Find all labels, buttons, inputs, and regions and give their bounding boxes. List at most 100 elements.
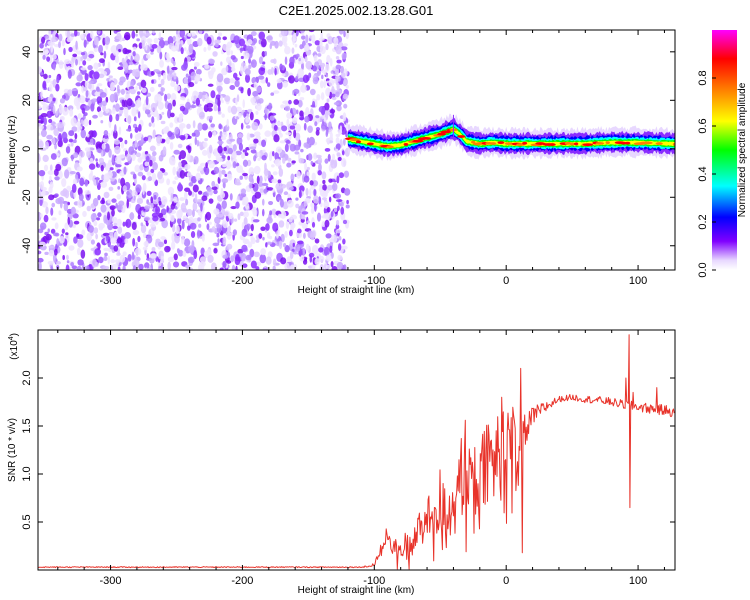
noise-speck: [269, 210, 273, 216]
ridge-peak: [349, 138, 360, 142]
noise-speck: [167, 35, 174, 46]
noise-speck: [335, 229, 342, 234]
noise-speck: [77, 259, 84, 266]
noise-speck: [215, 94, 221, 100]
noise-speck: [217, 140, 224, 145]
noise-speck: [40, 112, 48, 118]
noise-speck: [172, 35, 177, 42]
noise-speck: [48, 30, 52, 37]
noise-speck: [79, 155, 82, 165]
noise-speck: [295, 203, 300, 209]
noise-speck: [51, 36, 59, 43]
noise-speck: [161, 111, 165, 115]
noise-speck: [222, 260, 227, 268]
noise-speck: [115, 164, 122, 168]
noise-speck: [171, 66, 178, 71]
noise-speck: [206, 36, 212, 45]
noise-speck: [90, 203, 95, 209]
noise-speck: [231, 67, 236, 72]
noise-speck: [112, 225, 118, 230]
noise-speck: [289, 56, 295, 65]
noise-speck: [308, 30, 315, 33]
noise-speck: [179, 122, 186, 129]
noise-speck: [184, 47, 187, 52]
noise-speck: [194, 91, 200, 96]
noise-speck: [51, 202, 56, 208]
noise-speck: [172, 166, 176, 176]
noise-speck: [151, 246, 156, 252]
noise-speck: [166, 205, 169, 213]
noise-speck: [169, 142, 174, 150]
noise-speck: [261, 61, 266, 65]
noise-speck: [129, 88, 136, 95]
noise-speck: [201, 235, 205, 242]
top-y-ticks: -40 -20 0 20 40: [21, 46, 675, 254]
noise-speck: [258, 233, 263, 239]
noise-speck: [246, 159, 252, 167]
noise-speck: [213, 189, 218, 195]
noise-speck: [94, 36, 98, 46]
noise-speck: [159, 59, 164, 68]
noise-speck: [252, 90, 259, 97]
noise-speck: [93, 227, 99, 234]
noise-speck: [240, 122, 244, 130]
noise-speck: [274, 40, 279, 49]
noise-speck: [170, 112, 175, 118]
noise-speck: [152, 30, 156, 34]
noise-speck: [55, 260, 61, 265]
noise-speck: [42, 154, 49, 163]
noise-speck: [58, 210, 62, 216]
noise-speck: [88, 163, 96, 170]
noise-speck: [122, 185, 127, 192]
noise-speck: [304, 257, 308, 262]
noise-speck: [118, 200, 125, 207]
y-tick-label: 2.0: [21, 370, 33, 385]
noise-speck: [250, 59, 257, 68]
noise-speck: [121, 99, 125, 108]
noise-speck: [151, 43, 158, 49]
noise-speck: [102, 137, 109, 143]
noise-speck: [288, 99, 292, 105]
noise-speck: [324, 63, 330, 72]
noise-speck: [342, 112, 347, 122]
noise-speck: [220, 187, 224, 195]
noise-speck: [314, 40, 321, 46]
noise-speck: [239, 175, 244, 180]
noise-speck: [63, 47, 66, 56]
noise-speck: [247, 108, 253, 113]
noise-speck: [180, 202, 187, 212]
noise-speck: [319, 263, 324, 270]
noise-speck: [226, 260, 232, 264]
noise-speck: [151, 79, 154, 84]
noise-speck: [128, 61, 134, 66]
noise-speck: [104, 36, 111, 46]
noise-speck: [140, 222, 144, 227]
noise-speck: [174, 85, 181, 92]
noise-speck: [314, 258, 320, 265]
noise-speck: [134, 164, 141, 173]
noise-speck: [335, 193, 342, 199]
noise-speck: [282, 100, 289, 105]
noise-speck: [134, 139, 138, 148]
noise-speck: [323, 246, 330, 257]
noise-speck: [227, 155, 231, 161]
noise-speck: [294, 43, 298, 48]
noise-speck: [132, 173, 137, 180]
noise-speck: [306, 171, 310, 177]
ridge-peak: [504, 142, 514, 146]
noise-speck: [61, 178, 67, 188]
noise-speck: [149, 145, 156, 152]
noise-speck: [50, 153, 57, 160]
noise-speck: [97, 83, 103, 87]
noise-speck: [45, 35, 49, 39]
colorbar-tick-label: 0.8: [697, 70, 709, 85]
noise-speck: [335, 76, 339, 86]
noise-speck: [185, 145, 191, 150]
noise-speck: [296, 231, 303, 239]
noise-speck: [47, 96, 53, 103]
noise-speck: [76, 50, 83, 55]
noise-speck: [215, 152, 221, 162]
noise-speck: [335, 64, 342, 70]
noise-speck: [197, 37, 203, 47]
noise-speck: [98, 73, 105, 79]
